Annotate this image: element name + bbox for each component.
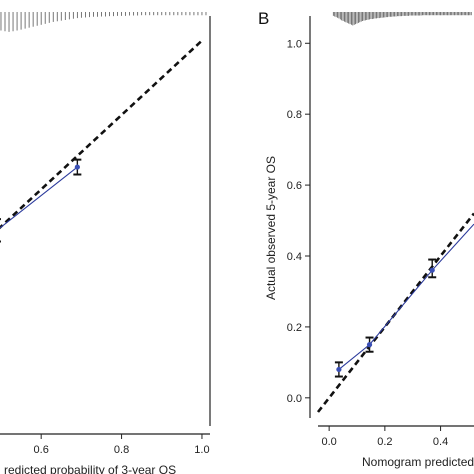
y-tick-label: 0.2 xyxy=(287,322,302,334)
y-tick-label: 0.8 xyxy=(287,109,302,121)
panel-a-rug xyxy=(0,12,207,32)
panel-b-letter: B xyxy=(258,9,269,28)
y-tick-label: 0.0 xyxy=(287,393,302,405)
panel-a: 0.40.60.81.0 redicted probability of 3-y… xyxy=(0,12,211,474)
x-tick-label: 0.2 xyxy=(377,436,392,448)
panel-a-x-axis-label: redicted probability of 3-year OS xyxy=(4,463,176,474)
x-tick-label: 0.6 xyxy=(34,444,49,456)
panel-a-ideal-line xyxy=(0,39,203,230)
data-point xyxy=(429,267,435,273)
y-tick-label: 0.4 xyxy=(287,251,302,263)
panel-b-calibration-line xyxy=(338,223,474,370)
panel-b-y-ticks: 0.0 0.2 0.4 0.6 0.8 1.0 xyxy=(287,38,310,405)
panel-b-points xyxy=(334,258,437,378)
panel-a-x-ticks: 0.40.60.81.0 xyxy=(34,434,210,456)
x-tick-label: 0.4 xyxy=(433,436,448,448)
panel-b-x-axis-label: Nomogram predicted xyxy=(362,455,474,469)
y-tick-label: 0.6 xyxy=(287,180,302,192)
panel-a-points xyxy=(0,158,82,243)
x-tick-label: 0.0 xyxy=(321,436,336,448)
data-point xyxy=(336,366,342,373)
x-tick-label: 0.8 xyxy=(114,444,129,456)
panel-b-ideal-line xyxy=(316,212,474,413)
panel-b: B 0.0 0.2 0.4 0.6 0.8 1.0 0.0 0.2 0.4 Actual ob… xyxy=(258,9,474,469)
panel-b-y-axis-label: Actual observed 5-year OS xyxy=(264,156,278,300)
x-tick-label: 1.0 xyxy=(194,444,209,456)
data-point xyxy=(366,342,373,348)
panel-a-calibration-line xyxy=(0,166,78,229)
data-point xyxy=(74,164,80,170)
y-tick-label: 1.0 xyxy=(287,38,302,50)
panel-b-rug xyxy=(332,12,472,26)
panel-b-x-ticks: 0.0 0.2 0.4 xyxy=(321,426,448,448)
